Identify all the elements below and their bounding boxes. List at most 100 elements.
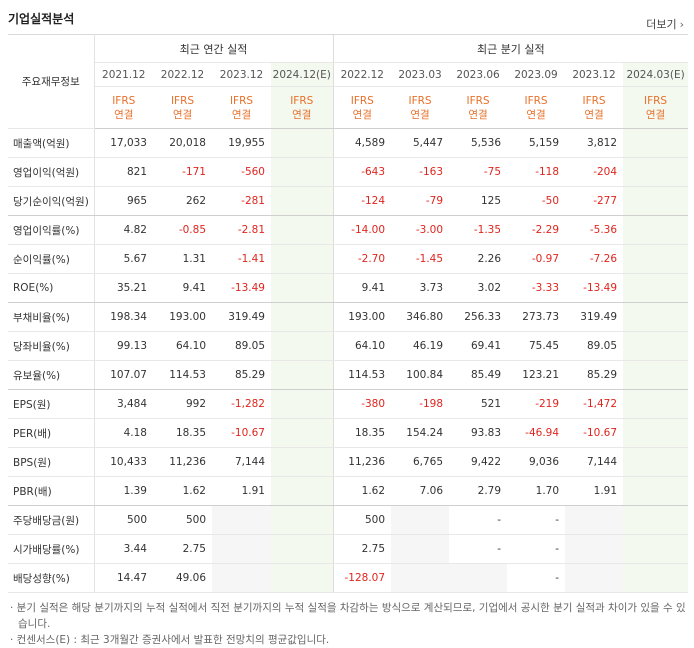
table-cell: -380 bbox=[333, 389, 392, 419]
ifrs-label: IFRS 연결 bbox=[271, 86, 334, 129]
table-cell: 500 bbox=[153, 505, 212, 535]
table-row: BPS(원) 10,433 11,236 7,144 11,236 6,765 9,422 9… bbox=[8, 447, 689, 477]
table-cell: 821 bbox=[94, 157, 153, 187]
table-cell: 4,589 bbox=[333, 128, 392, 158]
ifrs-label: IFRS 연결 bbox=[623, 86, 689, 129]
table-cell: -1,472 bbox=[565, 389, 624, 419]
table-cell bbox=[623, 476, 689, 506]
table-cell bbox=[623, 273, 689, 303]
table-cell: 49.06 bbox=[153, 563, 212, 593]
table-cell bbox=[623, 157, 689, 187]
table-cell: 11,236 bbox=[153, 447, 212, 477]
table-row: 주당배당금(원) 500 500 500- - bbox=[8, 505, 689, 535]
table-cell bbox=[565, 505, 624, 535]
period-header: 2023.12 bbox=[565, 62, 624, 87]
consolidated-text: 연결 bbox=[584, 108, 604, 121]
table-cell: - bbox=[449, 534, 508, 564]
table-cell: 9,422 bbox=[449, 447, 508, 477]
table-cell: -219 bbox=[507, 389, 566, 419]
consolidated-text: 연결 bbox=[292, 108, 312, 121]
table-cell bbox=[623, 302, 689, 332]
period-header: 2023.06 bbox=[449, 62, 508, 87]
table-cell bbox=[271, 447, 334, 477]
table-cell bbox=[212, 563, 271, 593]
table-cell bbox=[212, 534, 271, 564]
ifrs-text: IFRS bbox=[408, 94, 432, 107]
row-label: PER(배) bbox=[8, 418, 95, 448]
ifrs-text: IFRS bbox=[112, 94, 136, 107]
table-cell bbox=[271, 215, 334, 245]
table-cell: 75.45 bbox=[507, 331, 566, 361]
table-cell: 14.47 bbox=[94, 563, 153, 593]
table-cell: -46.94 bbox=[507, 418, 566, 448]
table-cell: -1,282 bbox=[212, 389, 271, 419]
ifrs-text: IFRS bbox=[582, 94, 606, 107]
table-cell: 5,536 bbox=[449, 128, 508, 158]
quarter-title: 최근 분기 실적 bbox=[333, 34, 689, 63]
table-cell: -118 bbox=[507, 157, 566, 187]
table-row: PBR(배) 1.39 1.62 1.91 1.62 7.06 2.79 1.70 1.91 bbox=[8, 476, 689, 506]
more-link[interactable]: 더보기 bbox=[646, 16, 684, 32]
ifrs-label: IFRS 연결 bbox=[507, 86, 566, 129]
table-row: PER(배) 4.18 18.35 -10.67 18.35 154.24 93.83 -46… bbox=[8, 418, 689, 448]
consolidated-text: 연결 bbox=[172, 108, 193, 121]
period-header: 2022.12 bbox=[333, 62, 392, 87]
table-cell bbox=[271, 331, 334, 361]
ifrs-label: IFRS 연결 bbox=[391, 86, 450, 129]
row-label: EPS(원) bbox=[8, 389, 95, 419]
consolidated-text: 연결 bbox=[231, 108, 252, 121]
table-row: 매출액(억원) 17,033 20,018 19,955 4,589 5,447 5,536… bbox=[8, 128, 689, 158]
table-cell: 107.07 bbox=[94, 360, 153, 390]
row-label: 주당배당금(원) bbox=[8, 505, 95, 535]
table-cell bbox=[271, 563, 334, 593]
table-cell: 7,144 bbox=[212, 447, 271, 477]
table-cell: - bbox=[507, 534, 566, 564]
table-cell: -171 bbox=[153, 157, 212, 187]
table-cell: 319.49 bbox=[212, 302, 271, 332]
table-cell: 262 bbox=[153, 186, 212, 216]
table-cell: 18.35 bbox=[153, 418, 212, 448]
table-cell bbox=[271, 157, 334, 187]
row-label: 매출액(억원) bbox=[8, 128, 95, 158]
period-header: 2023.09 bbox=[507, 62, 566, 87]
table-cell bbox=[271, 128, 334, 158]
table-cell: 5,447 bbox=[391, 128, 450, 158]
table-cell: 89.05 bbox=[565, 331, 624, 361]
ifrs-label: IFRS 연결 bbox=[449, 86, 508, 129]
table-cell: 1.91 bbox=[212, 476, 271, 506]
ifrs-label: IFRS 연결 bbox=[153, 86, 212, 129]
table-cell: 154.24 bbox=[391, 418, 450, 448]
table-cell: -560 bbox=[212, 157, 271, 187]
table-cell bbox=[623, 418, 689, 448]
table-cell: -50 bbox=[507, 186, 566, 216]
table-cell bbox=[271, 505, 334, 535]
table-cell: 4.82 bbox=[94, 215, 153, 245]
table-row: 순이익률(%) 5.67 1.31 -1.41 -2.70 -1.45 2.26 -0.97-… bbox=[8, 244, 689, 274]
table-cell bbox=[623, 360, 689, 390]
table-cell: 5,159 bbox=[507, 128, 566, 158]
table-cell: 7.06 bbox=[391, 476, 450, 506]
ifrs-text: IFRS bbox=[170, 94, 195, 107]
annual-title: 최근 연간 실적 bbox=[94, 34, 334, 63]
table-cell bbox=[623, 447, 689, 477]
table-cell: -0.97 bbox=[507, 244, 566, 274]
table-cell: -643 bbox=[333, 157, 392, 187]
table-cell bbox=[565, 534, 624, 564]
table-cell: 10,433 bbox=[94, 447, 153, 477]
table-cell: -1.35 bbox=[449, 215, 508, 245]
table-cell: 1.70 bbox=[507, 476, 566, 506]
table-cell: -7.26 bbox=[565, 244, 624, 274]
table-cell bbox=[271, 186, 334, 216]
table-cell bbox=[391, 505, 450, 535]
table-cell: 5.67 bbox=[94, 244, 153, 274]
table-cell: -198 bbox=[391, 389, 450, 419]
table-cell bbox=[623, 563, 689, 593]
table-cell: -13.49 bbox=[565, 273, 624, 303]
table-cell: -204 bbox=[565, 157, 624, 187]
ifrs-text: IFRS bbox=[466, 94, 490, 107]
ifrs-label: IFRS 연결 bbox=[565, 86, 624, 129]
table-cell: 2.79 bbox=[449, 476, 508, 506]
table-cell bbox=[271, 418, 334, 448]
row-label: 영업이익률(%) bbox=[8, 215, 95, 245]
table-row: 배당성향(%) 14.47 49.06 -128.07 - bbox=[8, 563, 689, 593]
